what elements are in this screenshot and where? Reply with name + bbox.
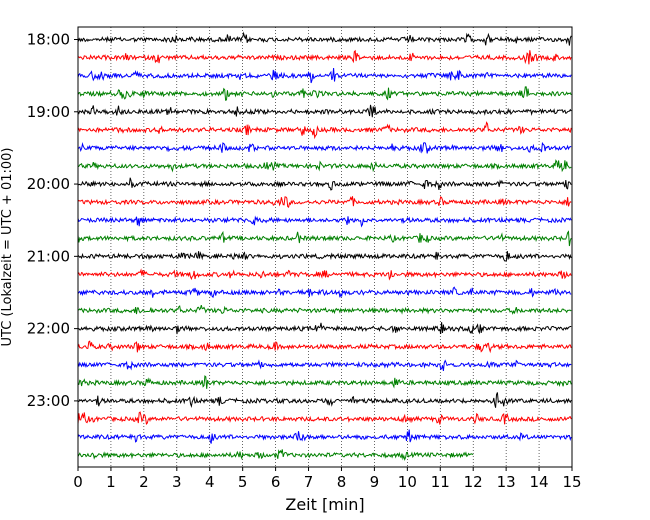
x-tick-label: 6 xyxy=(271,473,281,491)
x-tick-label: 12 xyxy=(464,473,483,491)
plot-frame xyxy=(77,26,573,468)
y-tick-label: 23:00 xyxy=(27,392,70,410)
seismogram-traces xyxy=(77,31,572,461)
y-tick-label: 22:00 xyxy=(27,320,70,338)
seismogram-trace xyxy=(77,141,572,154)
grid-lines xyxy=(110,27,540,467)
x-tick-label: 8 xyxy=(337,473,347,491)
x-tick-label: 3 xyxy=(172,473,182,491)
y-axis-label: UTC (Lokalzeit = UTC + 01:00) xyxy=(0,148,15,347)
seismogram-trace xyxy=(77,121,572,140)
seismogram-trace xyxy=(77,429,572,444)
x-tick-label: 10 xyxy=(398,473,417,491)
y-tick-label: 20:00 xyxy=(27,175,70,193)
x-axis-label: Zeit [min] xyxy=(285,495,364,514)
seismogram-trace xyxy=(77,68,572,84)
x-tick-label: 2 xyxy=(139,473,149,491)
x-tick-label: 4 xyxy=(205,473,215,491)
seismogram-trace xyxy=(77,411,572,426)
x-axis-ticks: 0 1 2 3 4 5 6 7 8 9 10 11 12 13 14 15 xyxy=(73,467,582,491)
seismogram-trace xyxy=(77,340,572,354)
x-tick-label: 5 xyxy=(238,473,248,491)
seismogram-trace xyxy=(77,195,572,209)
x-tick-label: 14 xyxy=(530,473,549,491)
seismogram-trace xyxy=(77,304,572,315)
x-tick-label: 1 xyxy=(106,473,116,491)
seismogram-trace xyxy=(77,230,572,247)
seismogram-trace xyxy=(77,104,572,118)
x-tick-label: 13 xyxy=(497,473,516,491)
seismogram-trace xyxy=(77,359,572,372)
seismogram-trace xyxy=(77,49,572,65)
seismogram-trace xyxy=(77,268,572,281)
seismogram-trace xyxy=(77,86,572,101)
seismogram-trace xyxy=(77,159,572,173)
seismogram-trace xyxy=(77,31,572,46)
seismogram-trace xyxy=(77,215,572,228)
y-axis-ticks: 18:00 19:00 20:00 21:00 22:00 23:00 xyxy=(27,31,78,410)
seismogram-trace xyxy=(77,449,474,461)
seismogram-trace xyxy=(77,177,572,191)
seismogram-trace xyxy=(77,392,572,409)
y-tick-label: 19:00 xyxy=(27,103,70,121)
x-tick-label: 7 xyxy=(304,473,314,491)
seismogram-trace xyxy=(77,250,572,262)
seismogram-trace xyxy=(77,322,572,335)
x-tick-label: 9 xyxy=(370,473,380,491)
x-tick-label: 15 xyxy=(562,473,581,491)
x-tick-label: 11 xyxy=(431,473,450,491)
seismogram-trace xyxy=(77,375,572,389)
seismogram-trace xyxy=(77,286,572,299)
y-tick-label: 21:00 xyxy=(27,247,70,265)
x-tick-label: 0 xyxy=(73,473,83,491)
y-tick-label: 18:00 xyxy=(27,31,70,49)
